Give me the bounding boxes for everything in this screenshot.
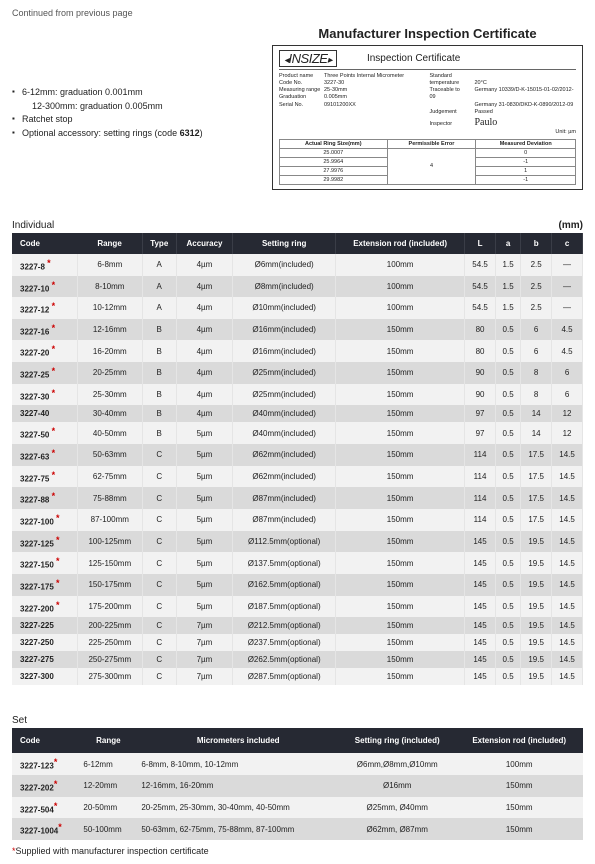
table-row: 3227-1004*50-100mm50-63mm, 62-75mm, 75-8… [12, 818, 583, 840]
note-ratchet: Ratchet stop [12, 113, 262, 127]
footnote: *Supplied with manufacturer inspection c… [12, 846, 583, 856]
table-row: 3227-250225-250mmC7µmØ237.5mm(optional)1… [12, 634, 583, 651]
certificate-unit: Unit: µm [279, 129, 576, 135]
certificate-meta: Product nameThree Points Internal Microm… [279, 73, 576, 129]
table-row: 3227-175 *150-175mmC5µmØ162.5mm(optional… [12, 574, 583, 596]
unit-label: (mm) [559, 220, 583, 231]
continued-note: Continued from previous page [12, 8, 583, 18]
table-row: 3227-63 *50-63mmC5µmØ62mm(included)150mm… [12, 444, 583, 466]
certificate-subtitle: Inspection Certificate [367, 53, 460, 64]
certificate-block: Manufacturer Inspection Certificate INSI… [272, 26, 583, 190]
table-row: 3227-123*6-12mm6-8mm, 8-10mm, 10-12mmØ6m… [12, 753, 583, 775]
table-row: 3227-200 *175-200mmC5µmØ187.5mm(optional… [12, 596, 583, 618]
table-row: 3227-50 *40-50mmB5µmØ40mm(included)150mm… [12, 422, 583, 444]
feature-notes: 6-12mm: graduation 0.001mm 12-300mm: gra… [12, 86, 262, 190]
table-row: 3227-4030-40mmB4µmØ40mm(included)150mm97… [12, 405, 583, 422]
table-row: 3227-275250-275mmC7µmØ262.5mm(optional)1… [12, 651, 583, 668]
table-row: 3227-20 *16-20mmB4µmØ16mm(included)150mm… [12, 340, 583, 362]
table-row: 3227-300275-300mmC7µmØ287.5mm(optional)1… [12, 668, 583, 685]
note-graduation: 6-12mm: graduation 0.001mm 12-300mm: gra… [12, 86, 262, 113]
table-row: 3227-225200-225mmC7µmØ212.5mm(optional)1… [12, 617, 583, 634]
table-row: 3227-75 *62-75mmC5µmØ62mm(included)150mm… [12, 466, 583, 488]
certificate-title: Manufacturer Inspection Certificate [272, 26, 583, 41]
table-row: 3227-504*20-50mm20-25mm, 25-30mm, 30-40m… [12, 797, 583, 819]
insize-logo: INSIZE [279, 50, 337, 67]
table-row: 3227-202*12-20mm12-16mm, 16-20mmØ16mm150… [12, 775, 583, 797]
table-row: 3227-25 *20-25mmB4µmØ25mm(included)150mm… [12, 362, 583, 384]
certificate-table: Actual Ring Size(mm)Permissible ErrorMea… [279, 139, 576, 185]
table-row: 3227-10 *8-10mmA4µmØ8mm(included)100mm54… [12, 276, 583, 298]
note-accessory: Optional accessory: setting rings (code … [12, 127, 262, 141]
table-row: 3227-12 *10-12mmA4µmØ10mm(included)100mm… [12, 297, 583, 319]
table-row: 3227-125 *100-125mmC5µmØ112.5mm(optional… [12, 531, 583, 553]
table-row: 3227-8 *6-8mmA4µmØ6mm(included)100mm54.5… [12, 254, 583, 276]
individual-label: Individual [12, 220, 54, 231]
set-table: CodeRangeMicrometers included Setting ri… [12, 728, 583, 840]
table-row: 3227-16 *12-16mmB4µmØ16mm(included)150mm… [12, 319, 583, 341]
table-row: 3227-150 *125-150mmC5µmØ137.5mm(optional… [12, 552, 583, 574]
table-row: 3227-30 *25-30mmB4µmØ25mm(included)150mm… [12, 384, 583, 406]
set-label: Set [12, 715, 27, 726]
individual-table: CodeRangeType AccuracySetting ringExtens… [12, 233, 583, 686]
table-row: 3227-100 *87-100mmC5µmØ87mm(included)150… [12, 509, 583, 531]
table-row: 3227-88 *75-88mmC5µmØ87mm(included)150mm… [12, 487, 583, 509]
